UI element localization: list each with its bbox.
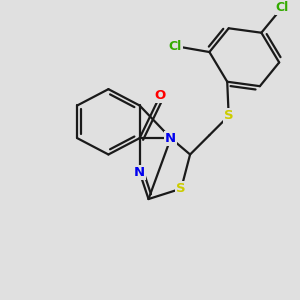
Text: Cl: Cl [275, 1, 289, 14]
Text: N: N [134, 166, 145, 179]
Text: S: S [176, 182, 186, 195]
Text: Cl: Cl [169, 40, 182, 52]
Text: S: S [224, 110, 233, 122]
Text: O: O [155, 88, 166, 102]
Text: N: N [165, 132, 176, 145]
